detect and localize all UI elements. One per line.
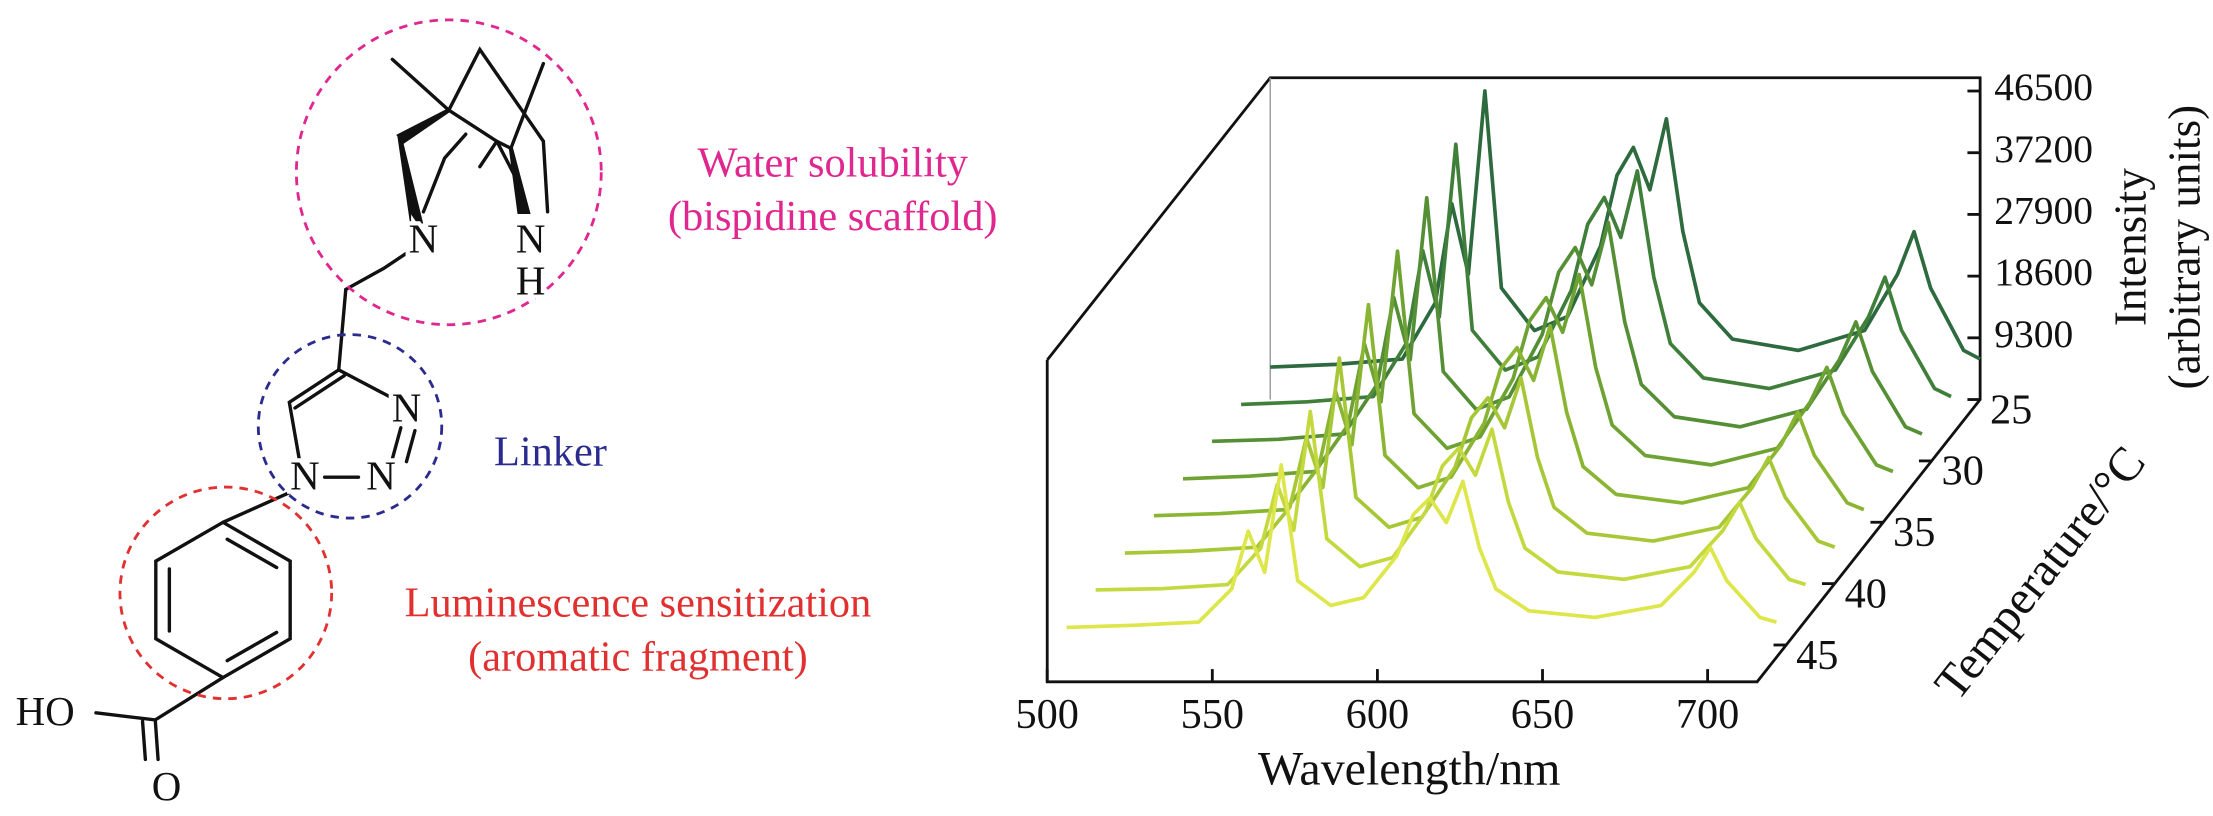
atom-label: HO bbox=[16, 689, 75, 734]
z-tick-label: 30 bbox=[1942, 448, 1984, 495]
y-tick-label: 9300 bbox=[1994, 312, 2073, 356]
y-axis-title: (arbitrary units) bbox=[2159, 105, 2209, 390]
bond bbox=[337, 249, 411, 372]
annotation: (aromatic fragment) bbox=[468, 633, 808, 680]
highlight-circle bbox=[256, 333, 444, 520]
bond bbox=[154, 520, 292, 680]
highlight-circle bbox=[294, 18, 603, 327]
x-tick-label: 500 bbox=[1015, 691, 1079, 738]
y-tick-label: 46500 bbox=[1994, 65, 2093, 109]
atom-label: N bbox=[290, 453, 320, 498]
bond bbox=[94, 675, 225, 762]
z-tick-label: 40 bbox=[1845, 570, 1887, 617]
y-tick-label: 18600 bbox=[1994, 250, 2093, 294]
atom-label: O bbox=[152, 764, 182, 809]
atom-label: N bbox=[516, 216, 546, 261]
spectrum-line bbox=[1066, 463, 1777, 630]
annotation: (bispidine scaffold) bbox=[668, 193, 998, 240]
y-axis-title: Intensity bbox=[2106, 168, 2156, 326]
wedge-bond bbox=[396, 108, 531, 226]
atom-label: H bbox=[516, 259, 546, 304]
x-tick-label: 550 bbox=[1181, 691, 1245, 738]
x-axis-title: Wavelength/nm bbox=[1258, 743, 1561, 796]
y-tick-label: 37200 bbox=[1994, 127, 2093, 171]
highlight-circle bbox=[118, 485, 334, 701]
y-tick-label: 27900 bbox=[1994, 188, 2093, 232]
z-tick-label: 25 bbox=[1990, 386, 2032, 433]
annotation: Linker bbox=[494, 429, 607, 476]
annotation: Luminescence sensitization bbox=[405, 580, 872, 627]
atom-label: N bbox=[392, 386, 422, 431]
z-tick-label: 45 bbox=[1796, 632, 1838, 679]
annotation: Water solubility bbox=[697, 139, 968, 186]
bond bbox=[221, 490, 292, 525]
bond bbox=[287, 368, 417, 479]
atom-label: N bbox=[366, 453, 396, 498]
x-tick-label: 600 bbox=[1346, 691, 1410, 738]
x-tick-label: 700 bbox=[1676, 691, 1740, 738]
atom-label: N bbox=[409, 216, 439, 261]
waterfall-chart: 500 550 600 650 700 9300 18600 27900 37200 46500 2… bbox=[1015, 65, 2209, 795]
x-tick-label: 650 bbox=[1511, 691, 1575, 738]
z-tick-label: 35 bbox=[1893, 509, 1935, 556]
